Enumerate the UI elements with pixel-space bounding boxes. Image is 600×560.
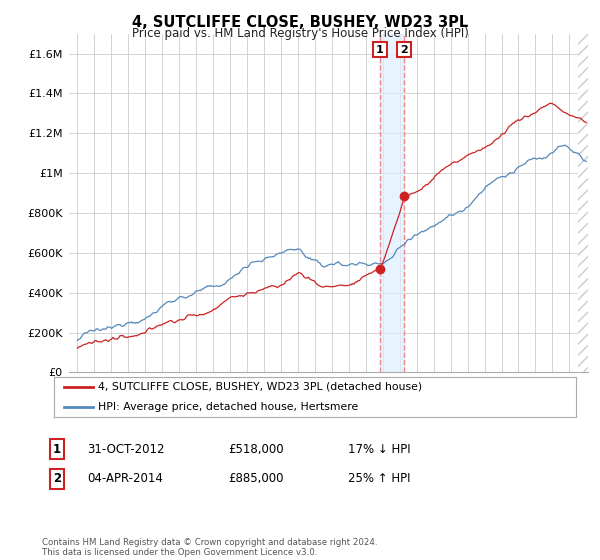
Text: HPI: Average price, detached house, Hertsmere: HPI: Average price, detached house, Hert… [98, 402, 359, 412]
Text: 2: 2 [400, 45, 408, 54]
Text: 04-APR-2014: 04-APR-2014 [87, 472, 163, 486]
Bar [380, 34, 404, 372]
Text: 25% ↑ HPI: 25% ↑ HPI [348, 472, 410, 486]
Text: Contains HM Land Registry data © Crown copyright and database right 2024.
This d: Contains HM Land Registry data © Crown c… [42, 538, 377, 557]
Text: £518,000: £518,000 [228, 442, 284, 456]
Bar [578, 34, 588, 372]
Text: 4, SUTCLIFFE CLOSE, BUSHEY, WD23 3PL (detached house): 4, SUTCLIFFE CLOSE, BUSHEY, WD23 3PL (de… [98, 382, 422, 392]
Text: 1: 1 [53, 442, 61, 456]
Text: Price paid vs. HM Land Registry's House Price Index (HPI): Price paid vs. HM Land Registry's House … [131, 27, 469, 40]
Bar [578, 34, 588, 372]
Text: 17% ↓ HPI: 17% ↓ HPI [348, 442, 410, 456]
Text: 4, SUTCLIFFE CLOSE, BUSHEY, WD23 3PL: 4, SUTCLIFFE CLOSE, BUSHEY, WD23 3PL [132, 15, 468, 30]
Text: 31-OCT-2012: 31-OCT-2012 [87, 442, 164, 456]
Text: £885,000: £885,000 [228, 472, 284, 486]
Text: 2: 2 [53, 472, 61, 486]
Text: 1: 1 [376, 45, 384, 54]
